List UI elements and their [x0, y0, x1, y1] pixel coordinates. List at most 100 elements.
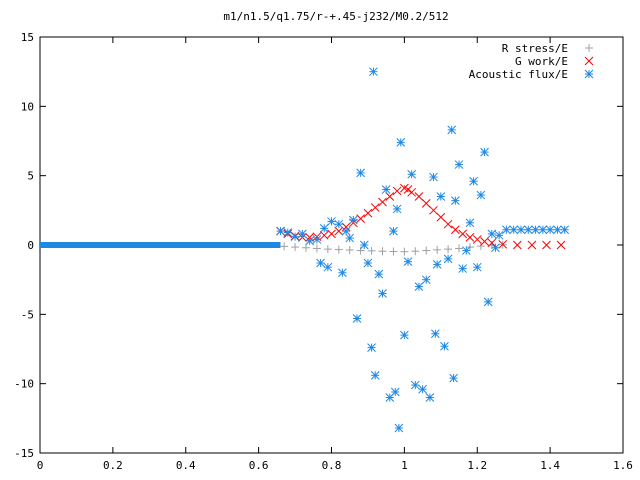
data-point: [461, 246, 471, 255]
data-point: [334, 245, 343, 254]
data-point: [451, 225, 460, 235]
data-point: [356, 214, 366, 224]
data-point: [385, 192, 395, 201]
data-point: [392, 186, 402, 196]
x-tick-label: 0.4: [176, 459, 196, 472]
data-point: [483, 297, 493, 307]
data-point: [359, 240, 369, 250]
data-point: [512, 240, 522, 250]
data-point: [374, 269, 384, 279]
data-point: [436, 192, 446, 201]
data-point: [411, 247, 420, 256]
data-point: [323, 245, 332, 254]
data-point: [502, 225, 511, 235]
data-point: [491, 243, 500, 253]
x-tick-label: 1: [401, 459, 408, 472]
data-point: [436, 212, 446, 222]
data-point: [542, 240, 551, 250]
data-point: [345, 245, 354, 254]
data-point: [443, 254, 453, 264]
data-point: [509, 225, 519, 235]
data-point: [440, 341, 449, 351]
data-point: [560, 225, 570, 235]
data-point: [465, 218, 475, 228]
data-point: [319, 230, 329, 240]
data-point: [454, 160, 464, 169]
data-point: [487, 238, 497, 248]
data-point: [498, 239, 508, 249]
data-point: [291, 243, 300, 252]
data-point: [396, 138, 406, 147]
data-point: [422, 246, 431, 255]
data-point: [283, 228, 293, 237]
data-point: [480, 237, 489, 246]
data-point: [469, 176, 478, 186]
data-point: [407, 169, 417, 179]
x-tick-label: 0.8: [322, 459, 342, 472]
series-layer: [40, 67, 570, 433]
data-point: [545, 225, 555, 235]
data-point: [370, 203, 380, 212]
data-point: [472, 235, 482, 244]
data-point: [414, 282, 424, 291]
data-point: [432, 260, 442, 269]
data-point: [451, 196, 460, 205]
x-tick-label: 0.6: [249, 459, 269, 472]
data-point: [394, 423, 404, 433]
data-point: [407, 187, 417, 197]
data-point: [345, 233, 355, 243]
data-point: [487, 229, 497, 239]
data-point: [305, 236, 314, 246]
data-point: [280, 242, 289, 251]
data-point: [472, 262, 482, 272]
y-tick-label: 10: [21, 100, 34, 113]
data-point: [363, 208, 373, 218]
data-point: [556, 240, 566, 250]
data-point: [421, 275, 431, 285]
y-tick-label: -15: [14, 447, 34, 460]
x-tick-label: 1.4: [540, 459, 560, 472]
chart-title: m1/n1.5/q1.75/r-+.45-j232/M0.2/512: [223, 10, 448, 23]
data-point: [378, 197, 387, 207]
data-point: [444, 245, 453, 254]
legend-label: G work/E: [515, 55, 568, 68]
data-point: [392, 204, 402, 214]
data-point: [403, 185, 413, 194]
data-point: [367, 343, 376, 352]
data-point: [465, 233, 475, 242]
y-tick-label: 15: [21, 31, 34, 44]
data-point: [349, 215, 358, 225]
data-point: [429, 205, 438, 215]
data-point: [338, 268, 347, 278]
data-point: [447, 125, 457, 135]
data-point: [429, 172, 438, 182]
data-point: [458, 264, 468, 273]
data-point: [425, 393, 435, 402]
data-point: [378, 289, 387, 298]
axes: 0 0.2 0.4 0.6 0.8 1 1.2 1.4 1.6 -15 -10 -5 0 5 10 15: [14, 31, 633, 472]
data-point: [414, 192, 424, 201]
data-point: [312, 244, 321, 253]
data-point: [297, 229, 307, 239]
legend-marker: [584, 69, 594, 79]
data-point: [523, 225, 533, 235]
legend-label: R stress/E: [502, 42, 568, 55]
legend-marker: [585, 44, 593, 52]
data-point: [323, 262, 333, 272]
data-point: [403, 257, 413, 266]
data-point: [327, 229, 336, 239]
data-point: [316, 258, 325, 268]
data-point: [356, 246, 365, 255]
data-point: [381, 185, 391, 194]
data-point: [390, 387, 400, 397]
data-point: [553, 225, 562, 235]
y-tick-label: 0: [27, 239, 34, 252]
data-point: [421, 199, 431, 208]
data-point: [312, 235, 322, 244]
data-point: [480, 147, 489, 157]
data-point: [531, 225, 540, 235]
data-point: [389, 247, 398, 256]
series-0: [280, 240, 507, 256]
